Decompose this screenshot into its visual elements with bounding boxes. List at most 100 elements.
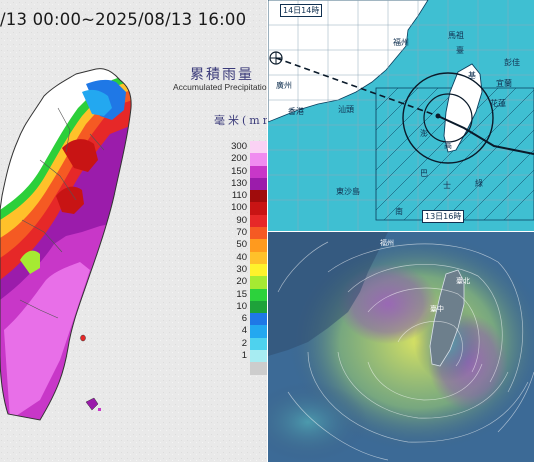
mainland-shade [268,232,388,356]
legend-swatch [250,190,267,203]
place-label: 士 [443,181,451,190]
rainfall-unit: 毫米(mm) [214,114,267,127]
rainfall-legend: 300 200 150 130 110 100 90 70 50 40 30 20 15 10 6 4 2 1 [225,141,267,375]
place-label: 福州 [380,239,394,247]
place-label: 臺北 [456,277,470,285]
orchid-island [85,397,99,411]
place-label: 花蓮 [490,99,506,108]
legend-entry: 70 [225,227,267,240]
legend-entry: 130 [225,177,267,191]
legend-swatch [250,300,267,314]
place-label: 宜蘭 [496,79,512,88]
place-label: 巴 [420,169,428,178]
legend-entry: 110 [225,190,267,203]
typhoon-track-graphic [268,0,534,231]
legend-entry: 10 [225,300,267,314]
legend-label: 130 [231,177,247,189]
wind-field-graphic [268,232,534,462]
forecast-track [275,57,439,117]
rainfall-map-panel: /13 00:00~2025/08/13 16:00 累積雨量 Accumula… [0,0,267,462]
legend-swatch [250,141,267,154]
place-label: 臺中 [430,305,444,313]
legend-entry: 2 [225,337,267,351]
place-label: 香港 [288,107,304,116]
rainfall-map-graphic [0,0,267,462]
legend-entry: 50 [225,239,267,252]
place-label: 澎 [420,129,428,138]
wind-streamlines [277,241,534,461]
legend-swatch [250,276,267,289]
place-label: 廣州 [276,81,292,90]
taiwan-land-wind [429,269,465,367]
legend-entry: 90 [225,214,267,228]
storm-radius-outer [402,72,494,164]
place-label: 福州 [393,38,409,47]
place-label: 臺 [456,46,464,55]
typhoon-track-panel: 14日14時 13日16時 福州 馬祖臺彭佳基宜蘭花蓮 廣州香港 汕頭澎東沙島 高巴士 綠… [268,0,534,231]
legend-label: 50 [236,239,247,251]
legend-entry: 15 [225,288,267,301]
place-label: 汕頭 [338,105,354,114]
place-label: 高 [444,141,452,150]
place-label: 馬祖 [448,31,464,40]
legend-label: 15 [236,288,247,300]
legend-label: 100 [231,202,247,214]
legend-swatch [250,165,267,178]
forecast-time-label: 14日14時 [280,4,323,17]
legend-entry: 20 [225,276,267,289]
legend-swatch [250,362,267,375]
legend-label: 6 [241,313,247,325]
rainfall-subtitle: Accumulated Precipitation [173,82,267,92]
legend-swatch [250,227,267,240]
current-time-label: 13日16時 [422,210,465,223]
legend-entry [225,362,267,375]
legend-swatch [250,337,267,351]
legend-entry: 4 [225,325,267,338]
legend-swatch [250,177,267,191]
place-label: 東沙島 [336,187,360,196]
place-label: 南 [395,207,403,216]
legend-swatch [250,325,267,338]
rainfall-time-range: /13 00:00~2025/08/13 16:00 [0,10,247,29]
legend-entry: 100 [225,202,267,215]
legend-entry: 200 [225,153,267,166]
legend-label: 300 [231,141,247,152]
place-label: 綠 [475,179,483,188]
legend-entry: 40 [225,251,267,264]
legend-swatch [250,313,267,326]
storm-radius-inner [423,93,473,143]
county-boundaries [19,107,105,319]
legend-label: 200 [231,153,247,165]
legend-entry: 300 [225,141,267,154]
legend-entry: 150 [225,165,267,178]
legend-label: 110 [231,190,247,202]
green-island [80,334,86,342]
legend-swatch [250,251,267,264]
legend-label: 40 [236,251,247,263]
legend-swatch [250,350,267,363]
legend-label: 4 [241,325,247,337]
place-label: 基 [468,71,476,80]
legend-swatch [250,239,267,252]
taiwan-coastline [0,68,132,421]
legend-label: 150 [231,165,247,177]
legend-entry: 6 [225,313,267,326]
legend-label: 30 [236,263,247,275]
taiwan-land [443,63,483,153]
rainfall-title: 累積雨量 [190,67,254,83]
legend-label: 20 [236,276,247,288]
legend-swatch [250,202,267,215]
legend-swatch [250,288,267,301]
legend-swatch [250,153,267,166]
legend-swatch [250,263,267,277]
legend-entry: 30 [225,263,267,277]
legend-label: 2 [241,337,247,349]
wind-field-panel: 福州臺北臺中 [268,232,534,462]
legend-label: 70 [236,227,247,239]
legend-label: 10 [236,300,247,312]
lanyu-marker [98,408,101,411]
place-label: 彭佳 [504,58,520,67]
legend-entry: 1 [225,350,267,363]
legend-label: 90 [236,214,247,226]
legend-swatch [250,214,267,228]
